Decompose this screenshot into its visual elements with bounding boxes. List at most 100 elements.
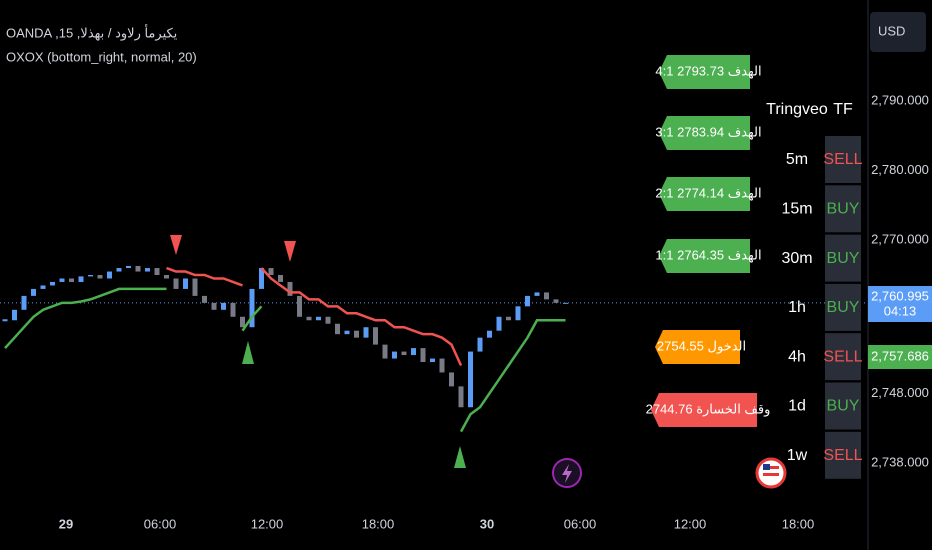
x-tick-label: 29 (59, 516, 73, 531)
candle-body (487, 330, 492, 338)
candle-body (116, 268, 122, 272)
target-label: الهدف 2774.14 2:1 (655, 185, 761, 201)
candle-body (154, 268, 160, 276)
trail-line (4, 287, 167, 349)
timeframe: 1w (787, 447, 808, 464)
candle-body (40, 285, 46, 289)
lightning (562, 464, 572, 483)
symbol-title: OANDA ,15 ,يكيرمأ رلاود / بهذلا (6, 23, 178, 41)
candle-body (344, 330, 350, 335)
target-label-box (659, 116, 750, 150)
flag-canton (763, 464, 770, 470)
target-label-box (659, 239, 750, 273)
candle-body (525, 295, 530, 307)
trail-line (241, 305, 263, 332)
candle-body (544, 292, 549, 300)
signal: SELL (823, 447, 862, 464)
signal: BUY (827, 250, 860, 267)
currency[interactable]: USD (878, 23, 905, 38)
candle-body (297, 295, 302, 317)
candle-body (439, 358, 445, 373)
candle-body (420, 348, 426, 363)
indicator-title: OXOX (bottom_right, normal, 20) (6, 49, 197, 64)
flag-stripe (763, 473, 779, 476)
candle-body (335, 323, 340, 335)
candle-body (259, 268, 264, 289)
candle-body (145, 268, 150, 272)
sell-signal (170, 235, 182, 255)
candle-body (97, 275, 103, 279)
line-price-box (868, 345, 932, 369)
candle-body (88, 275, 93, 277)
countdown: 04:13 (884, 303, 917, 318)
x-tick-label: 18:00 (362, 516, 395, 531)
x-tick-label: 18:00 (782, 516, 815, 531)
last-price-label: 2,760.995 (871, 288, 929, 303)
table-header: Tringveo (766, 101, 828, 118)
candle-body (126, 265, 131, 269)
y-tick-label: 2,738.000 (871, 454, 929, 469)
signal: SELL (823, 151, 862, 168)
candle-body (354, 330, 359, 338)
candle-body (411, 348, 416, 356)
candle-body (59, 278, 65, 282)
candle-body (325, 316, 331, 324)
signal-cell (825, 431, 861, 479)
target-label: الهدف 2764.35 1:1 (655, 247, 761, 263)
trail-line (260, 267, 463, 367)
x-tick-label: 06:00 (564, 516, 597, 531)
candle-body (506, 316, 511, 321)
target-label: الهدف 2783.94 3:1 (655, 124, 761, 140)
timeframe: 4h (788, 348, 806, 365)
candle-body (287, 281, 293, 296)
target-label: الهدف 2793.73 4:1 (655, 63, 761, 79)
candle-body (107, 271, 112, 279)
candle-body (316, 316, 321, 321)
candle-body (515, 306, 521, 321)
candle-body (278, 275, 283, 282)
candle-body (78, 276, 84, 282)
candle-body (534, 292, 540, 296)
buy-signal (242, 341, 254, 364)
y-tick-label: 2,770.000 (871, 232, 929, 247)
last-price-box (868, 286, 932, 322)
candle-body (249, 288, 255, 328)
candle-body (392, 351, 397, 359)
sell-signal (284, 241, 296, 262)
candle-body (363, 327, 369, 338)
signal: SELL (823, 348, 862, 365)
target-label-box (659, 55, 750, 89)
candle-body (69, 278, 74, 282)
candle-body (553, 299, 559, 303)
signal: BUY (827, 201, 860, 218)
candle-body (221, 302, 226, 310)
candle-body (458, 386, 464, 408)
candle-body (183, 278, 188, 289)
currency-button[interactable] (870, 12, 926, 52)
y-tick-label: 2,748.000 (871, 385, 929, 400)
candle-body (382, 344, 388, 359)
signal-cell (825, 283, 861, 331)
signal: BUY (827, 299, 860, 316)
stop-label-box (651, 393, 757, 427)
candle-body (192, 278, 198, 296)
timeframe: 5m (786, 151, 808, 168)
candle-body (240, 316, 245, 328)
signal-cell (825, 185, 861, 233)
x-tick-label: 06:00 (144, 516, 177, 531)
candle-body (50, 281, 55, 286)
candle-body (12, 309, 17, 321)
table-header: TF (833, 101, 853, 118)
candle-body (135, 265, 141, 272)
trail-line (459, 319, 566, 433)
line-price-label: 2,757.686 (871, 348, 929, 363)
x-tick-label: 12:00 (674, 516, 707, 531)
candle-body (563, 302, 568, 304)
signal-cell (825, 136, 861, 183)
buy-signal (454, 446, 466, 468)
x-tick-label: 12:00 (251, 516, 284, 531)
timeframe: 15m (781, 201, 812, 218)
timeframe: 1h (788, 299, 806, 316)
